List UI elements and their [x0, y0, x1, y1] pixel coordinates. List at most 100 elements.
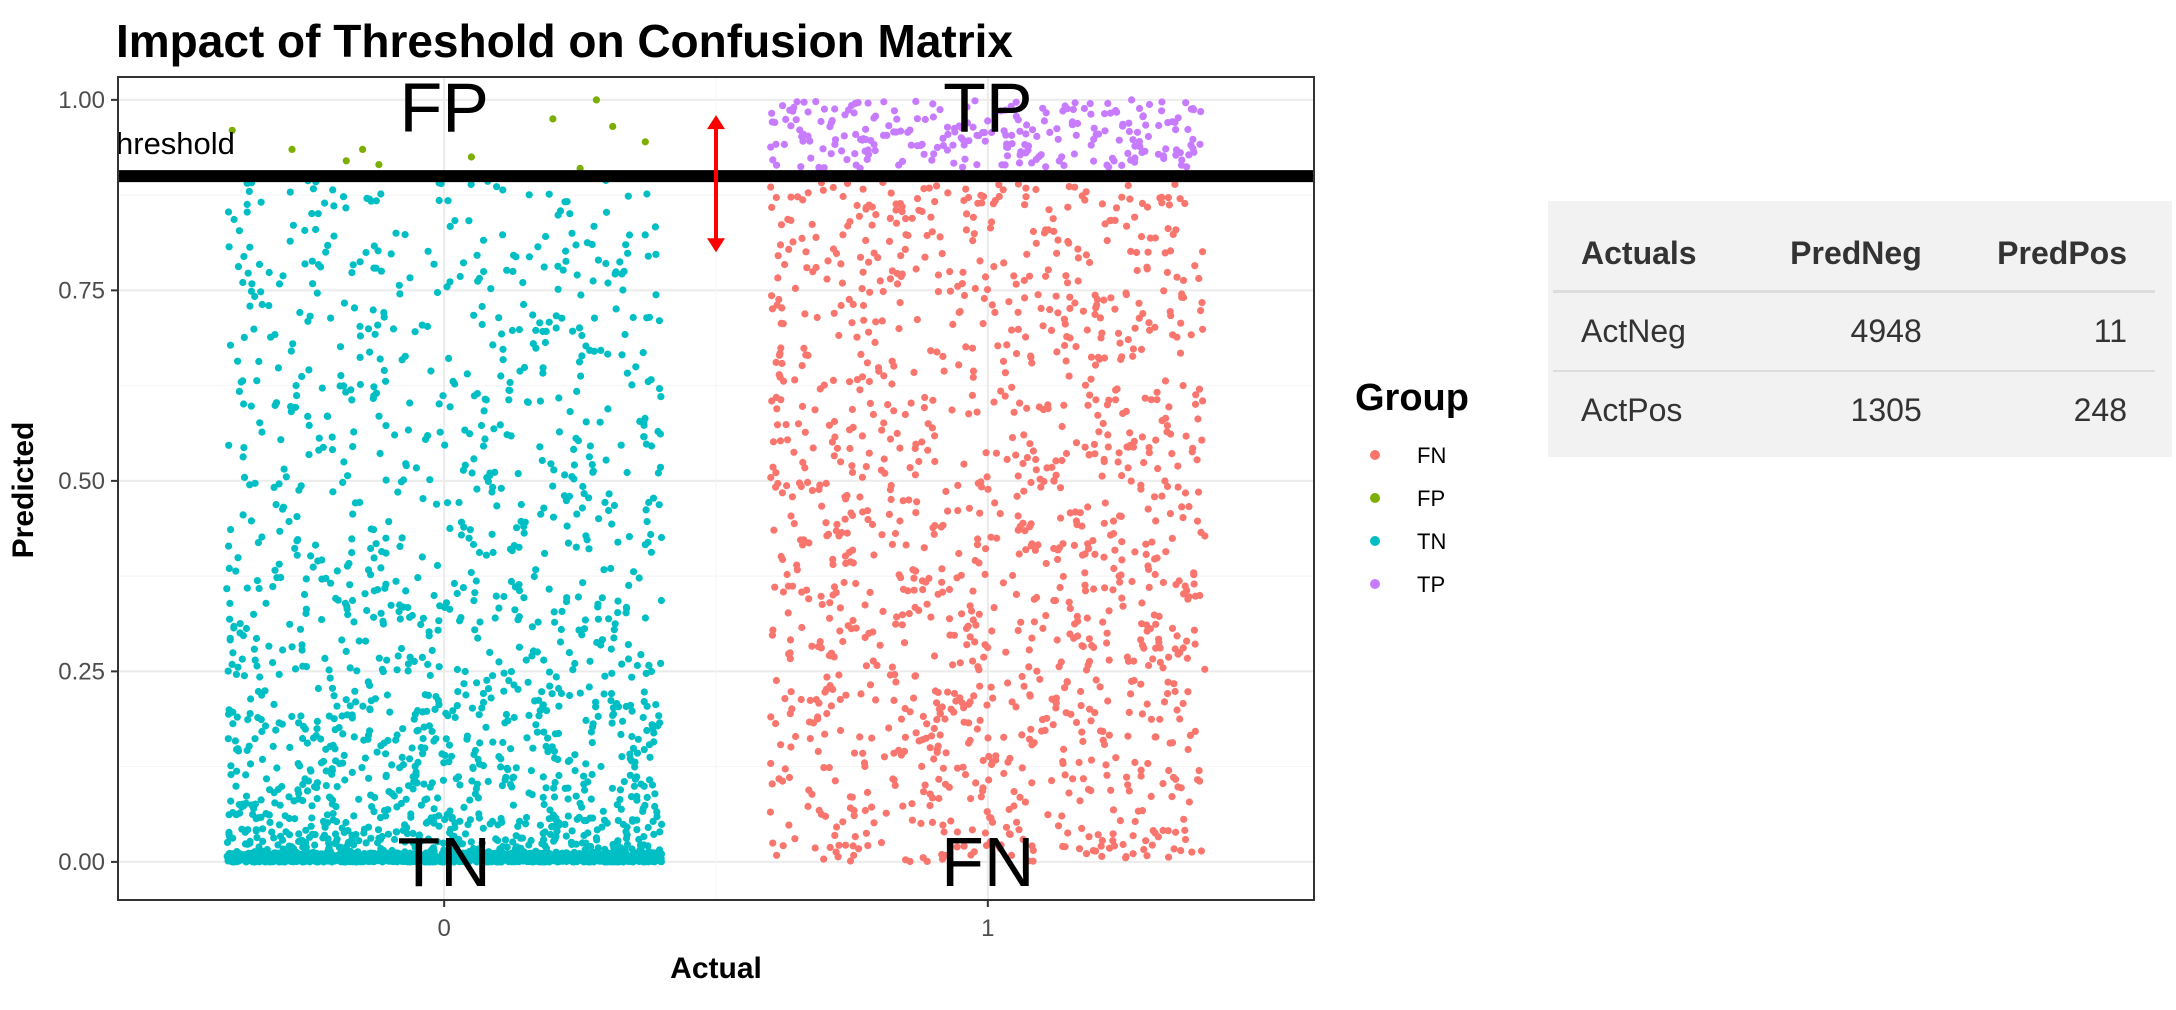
point-tn: [579, 482, 587, 491]
point-tn: [636, 841, 645, 849]
point-fn: [850, 749, 859, 757]
point-tp: [1133, 128, 1142, 136]
point-tn: [353, 667, 361, 675]
point-fn: [1144, 505, 1152, 513]
point-tn: [382, 750, 390, 758]
point-tn: [367, 544, 375, 553]
point-tn: [278, 782, 286, 791]
point-fn: [852, 624, 860, 632]
point-fn: [1118, 538, 1126, 546]
point-fn: [969, 373, 977, 381]
point-tp: [1068, 121, 1076, 129]
point-fn: [767, 473, 775, 482]
point-fn: [820, 764, 828, 772]
point-fn: [1180, 815, 1188, 823]
point-tn: [570, 461, 579, 469]
point-tn: [446, 403, 454, 411]
point-fn: [830, 417, 839, 426]
point-tn: [465, 534, 473, 542]
point-tn: [322, 782, 330, 790]
point-tn: [419, 750, 427, 758]
point-tn: [604, 405, 612, 413]
point-fn: [1081, 581, 1089, 589]
point-tn: [229, 809, 237, 817]
point-tn: [382, 476, 390, 484]
point-tn: [460, 803, 468, 812]
point-fn: [857, 690, 865, 698]
point-tn: [465, 217, 473, 225]
point-fn: [1010, 272, 1018, 280]
point-fn: [853, 201, 861, 210]
point-fn: [1111, 305, 1119, 313]
point-fn: [1083, 326, 1091, 334]
point-fn: [1060, 401, 1068, 409]
point-fn: [984, 734, 992, 742]
point-fn: [969, 213, 978, 221]
point-tn: [658, 820, 666, 829]
point-fn: [1026, 272, 1034, 280]
point-fn: [1072, 343, 1080, 351]
point-tn: [500, 687, 508, 695]
point-tn: [509, 774, 517, 782]
point-tn: [271, 566, 279, 574]
point-tn: [647, 548, 656, 556]
point-tn: [451, 713, 459, 722]
point-fn: [1013, 492, 1021, 500]
point-tn: [267, 333, 275, 341]
point-tp: [920, 150, 928, 158]
point-tn: [275, 480, 283, 488]
point-fn: [967, 795, 975, 803]
point-fn: [893, 280, 902, 288]
point-fn: [940, 828, 948, 836]
point-tn: [645, 661, 653, 670]
point-tn: [441, 751, 449, 760]
point-fn: [1103, 629, 1111, 637]
point-fn: [928, 424, 937, 432]
point-tn: [561, 198, 569, 206]
point-fn: [1152, 644, 1160, 652]
point-tn: [507, 668, 515, 676]
point-fn: [852, 579, 860, 588]
point-fn: [1019, 459, 1027, 468]
point-tn: [277, 436, 285, 444]
point-tn: [457, 518, 466, 526]
point-tn: [551, 754, 559, 762]
point-tp: [812, 98, 820, 106]
point-tn: [311, 841, 319, 849]
point-tn: [447, 752, 456, 760]
point-tp: [1178, 156, 1186, 164]
point-fn: [768, 203, 776, 211]
point-fn: [896, 517, 904, 525]
point-fn: [1062, 272, 1070, 280]
point-fn: [1195, 767, 1203, 775]
point-tp: [851, 150, 859, 158]
point-fn: [1087, 756, 1096, 764]
point-tn: [558, 314, 566, 322]
point-tn: [524, 678, 532, 686]
point-tn: [269, 742, 277, 751]
y-tick-label: 0.00: [58, 849, 105, 876]
point-fn: [818, 600, 826, 609]
point-tp: [862, 135, 870, 144]
point-fn: [772, 193, 780, 202]
point-fn: [1087, 375, 1095, 383]
point-fn: [1166, 308, 1174, 316]
point-fn: [1001, 392, 1009, 400]
point-fn: [1129, 832, 1137, 840]
point-tn: [401, 231, 409, 239]
point-tn: [230, 622, 238, 631]
point-fn: [931, 687, 940, 695]
point-fn: [828, 438, 837, 446]
point-fn: [890, 776, 898, 784]
point-fn: [769, 438, 778, 446]
point-fn: [907, 399, 915, 407]
point-fn: [801, 310, 809, 318]
point-tn: [510, 713, 518, 722]
point-fn: [1140, 845, 1148, 854]
point-tn: [255, 584, 263, 593]
point-tp: [1142, 121, 1150, 129]
point-tn: [536, 397, 545, 405]
point-fn: [1022, 193, 1030, 201]
point-tn: [536, 319, 544, 327]
